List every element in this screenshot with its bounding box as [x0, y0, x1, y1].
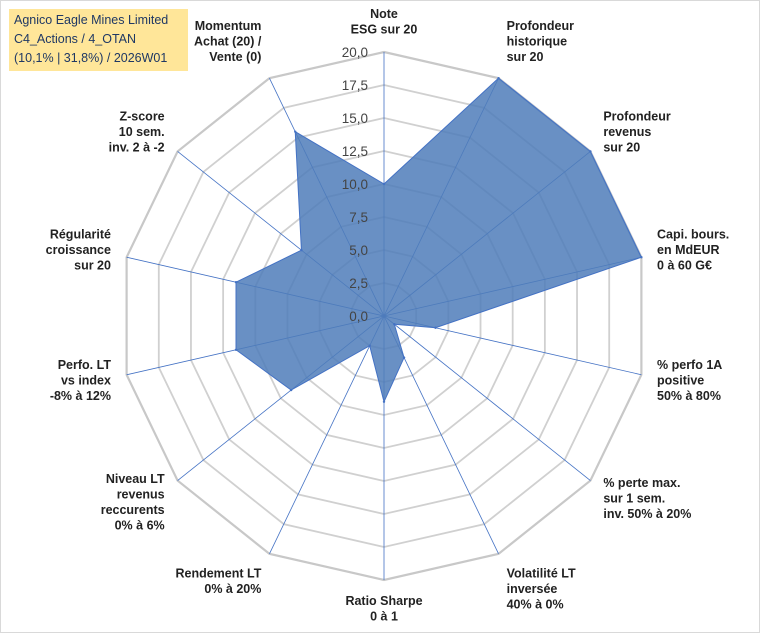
data-point [589, 150, 592, 153]
data-point [393, 323, 396, 326]
axis-label: Niveau LT revenus reccurents 0% à 6% [101, 472, 165, 532]
axis-label: % perfo 1A positive 50% à 80% [657, 358, 722, 403]
axis-label: % perte max. sur 1 sem. inv. 50% à 20% [603, 476, 691, 521]
title-company: Agnico Eagle Mines Limited [14, 13, 169, 27]
radial-tick-label: 20,0 [342, 45, 368, 60]
axis-spoke [383, 315, 591, 481]
axis-label: Profondeur historique sur 20 [507, 19, 574, 64]
series-area [235, 77, 643, 404]
axis-label: Z-score 10 sem. inv. 2 à -2 [109, 109, 165, 154]
axis-label: Régularité croissance sur 20 [46, 227, 111, 272]
data-point [368, 344, 371, 347]
data-point [497, 76, 500, 80]
axis-label: Profondeur revenus sur 20 [603, 109, 670, 154]
radial-tick-label: 5,0 [349, 243, 368, 258]
data-point [234, 348, 238, 351]
data-point [402, 356, 406, 359]
data-point [300, 248, 303, 252]
data-point [640, 256, 643, 259]
radial-tick-label: 2,5 [349, 276, 368, 291]
data-point [434, 326, 437, 329]
data-point [294, 130, 297, 133]
radial-tick-label: 0,0 [349, 309, 368, 324]
axis-label: Perfo. LT vs index -8% à 12% [50, 358, 112, 403]
radial-tick-label: 17,5 [342, 78, 368, 93]
axis-label: Note ESG sur 20 [351, 7, 418, 37]
data-point [234, 281, 238, 284]
axis-label: Rendement LT 0% à 20% [175, 566, 261, 596]
radial-tick-label: 10,0 [342, 177, 368, 192]
radial-tick-label: 12,5 [342, 144, 368, 159]
axis-spoke [269, 315, 385, 555]
axis-label: Ratio Sharpe 0 à 1 [345, 594, 422, 624]
data-point [382, 400, 386, 403]
title-category: C4_Actions / 4_OTAN [14, 32, 137, 46]
data-point [289, 388, 293, 392]
axis-label: Capi. bours. en MdEUR 0 à 60 G€ [657, 227, 729, 272]
radial-tick-label: 15,0 [342, 111, 368, 126]
chart-title-box: Agnico Eagle Mines Limited C4_Actions / … [9, 9, 188, 71]
data-point [382, 182, 386, 186]
title-stats: (10,1% | 31,8%) / 2026W01 [14, 51, 168, 65]
axis-label: Volatilité LT inversée 40% à 0% [507, 566, 576, 611]
axis-label: Momentum Achat (20) / Vente (0) [194, 19, 262, 64]
radial-tick-label: 7,5 [349, 210, 368, 225]
